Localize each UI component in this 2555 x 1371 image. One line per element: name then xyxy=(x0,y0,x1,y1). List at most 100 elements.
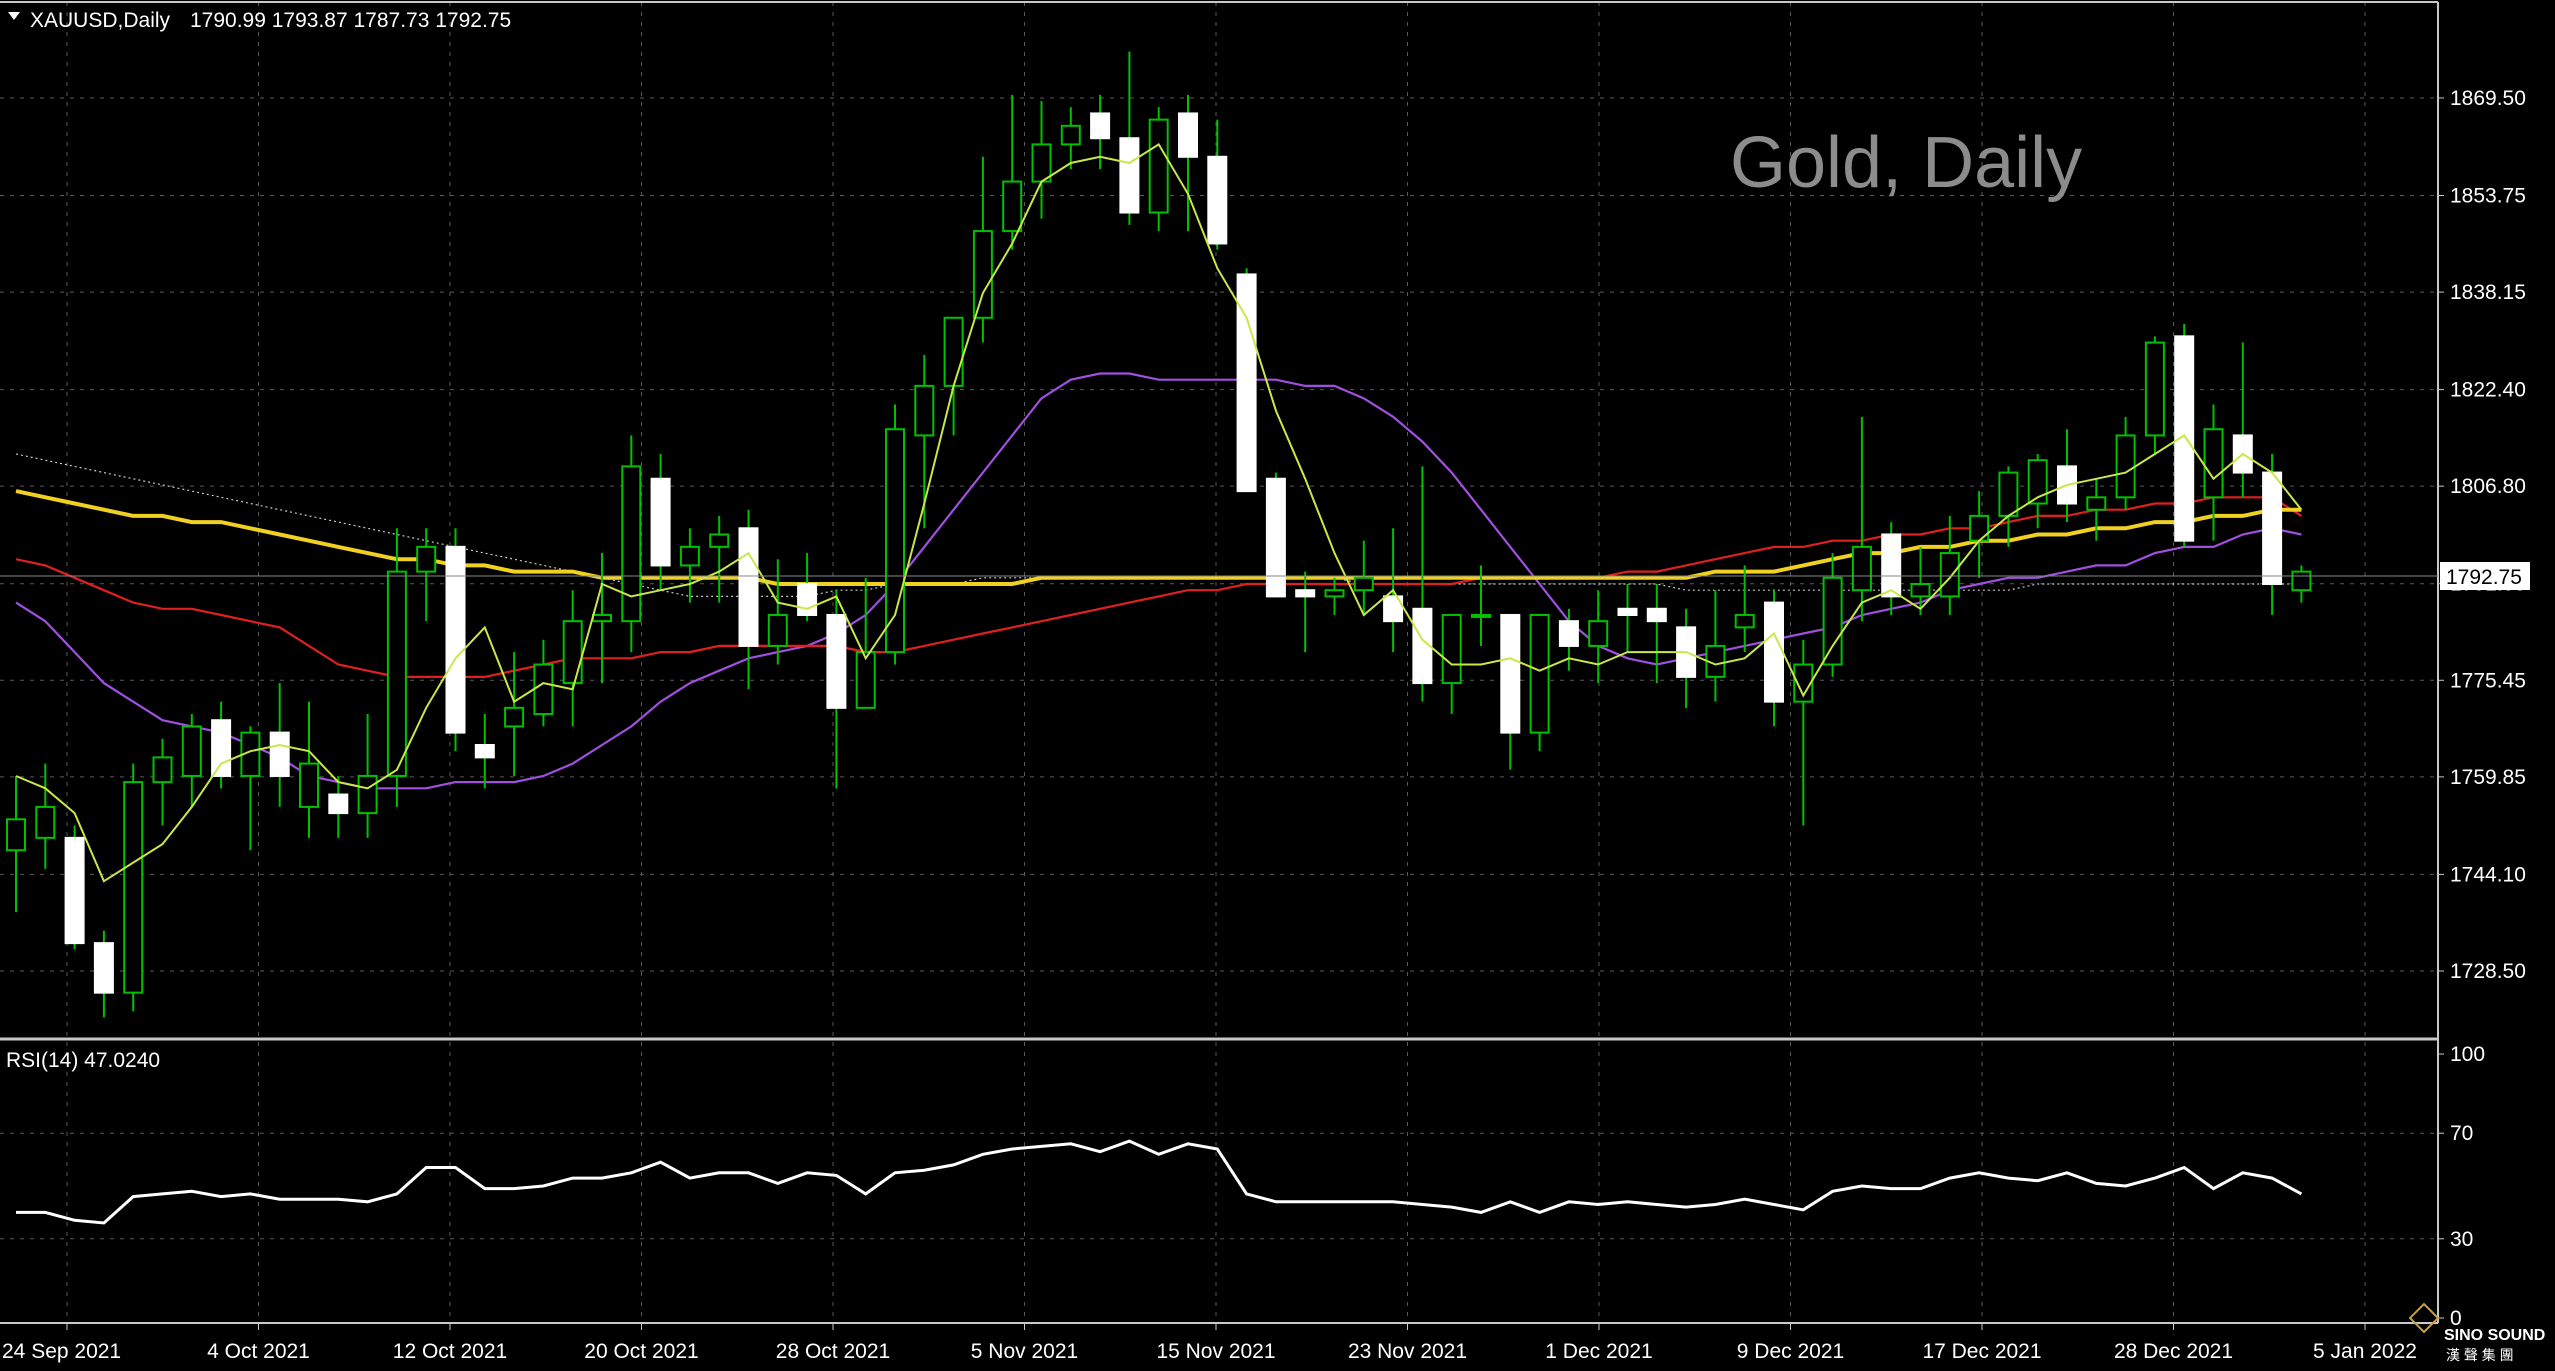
candle-body xyxy=(416,545,437,573)
ma-fast-line xyxy=(15,143,2303,883)
candle-up xyxy=(2115,416,2136,510)
chart-frame xyxy=(0,1,2439,1324)
candle-body xyxy=(93,942,114,994)
price-tick-label: 1775.45 xyxy=(2450,669,2526,692)
sino-sound-logo: SINO SOUND 漢 聲 集 團 xyxy=(2408,1302,2545,1363)
candle-up xyxy=(2144,336,2165,454)
candle-down xyxy=(328,775,349,838)
date-tick-label: 28 Oct 2021 xyxy=(776,1340,890,1363)
candle-down xyxy=(1646,584,1667,684)
candle-body xyxy=(6,818,26,852)
current-price-box xyxy=(2440,562,2530,590)
current-price-marker: 1792.75 xyxy=(2440,562,2530,590)
candle-up xyxy=(1910,546,1931,615)
logo-name: SINO SOUND xyxy=(2444,1327,2545,1344)
candle-down xyxy=(1178,94,1198,232)
candle-body xyxy=(1764,601,1784,703)
date-tick-label: 9 Dec 2021 xyxy=(1737,1340,1844,1363)
candle-up xyxy=(1588,590,1609,684)
date-tick-label: 20 Oct 2021 xyxy=(584,1340,698,1363)
rsi-pane xyxy=(16,1139,2303,1225)
candles xyxy=(6,51,2312,1018)
candle-body xyxy=(474,743,495,759)
rsi-tick-label: 0 xyxy=(2450,1307,2462,1330)
grid xyxy=(0,2,2438,1320)
candle-up xyxy=(240,726,261,851)
candle-down xyxy=(826,590,847,789)
candle-up xyxy=(123,763,144,1012)
candle-up xyxy=(504,652,525,776)
candle-down xyxy=(1881,522,1902,615)
candle-body xyxy=(1881,533,1902,598)
candle-up xyxy=(6,775,26,913)
candle-up xyxy=(1031,101,1052,219)
candle-body xyxy=(885,428,905,654)
candle-up xyxy=(1353,540,1374,615)
candle-up xyxy=(972,156,993,343)
candle-body xyxy=(269,731,290,777)
candle-up xyxy=(1822,553,1843,677)
candle-body xyxy=(592,613,612,623)
candle-body xyxy=(299,762,319,808)
candle-up xyxy=(1529,613,1550,752)
price-tick-label: 1853.75 xyxy=(2450,184,2526,207)
date-tick-label: 5 Jan 2022 xyxy=(2313,1340,2417,1363)
candle-down xyxy=(1119,51,1140,225)
candle-down xyxy=(1295,571,1316,653)
candle-body xyxy=(152,756,173,784)
candle-up xyxy=(1851,416,1872,622)
date-tick-label: 5 Nov 2021 xyxy=(971,1340,1078,1363)
candle-body xyxy=(1822,576,1843,666)
candle-body xyxy=(562,620,583,685)
candle-body xyxy=(211,719,232,777)
candle-body xyxy=(386,570,407,777)
candle-down xyxy=(1265,472,1286,598)
candle-up xyxy=(1793,639,1814,826)
candle-body xyxy=(1119,137,1140,214)
price-tick-label: 1806.80 xyxy=(2450,475,2526,498)
candle-body xyxy=(2027,459,2048,505)
candle-up xyxy=(1471,565,1491,646)
candle-up xyxy=(35,763,56,869)
rsi-line xyxy=(16,1139,2303,1225)
collapse-arrow-icon[interactable] xyxy=(8,12,20,20)
candle-up xyxy=(416,528,437,622)
candle-body xyxy=(504,706,525,728)
rsi-axis[interactable]: 100 70 30 0 xyxy=(2438,1043,2485,1330)
candle-body xyxy=(1910,583,1931,598)
candle-body xyxy=(1793,663,1814,703)
rsi-tick-label: 100 xyxy=(2450,1043,2485,1066)
candle-body xyxy=(2203,428,2224,499)
candle-up xyxy=(914,354,935,529)
candle-down xyxy=(1090,94,1111,170)
candle-body xyxy=(35,805,56,839)
candle-body xyxy=(2174,335,2195,542)
date-tick-label: 4 Oct 2021 xyxy=(207,1340,310,1363)
candle-up xyxy=(152,738,173,826)
candle-down xyxy=(64,825,85,950)
candle-body xyxy=(2115,434,2136,499)
symbol-label: XAUUSD,Daily xyxy=(30,9,171,32)
candle-body xyxy=(1324,589,1345,598)
candle-body xyxy=(1500,613,1521,734)
rsi-label: RSI(14) 47.0240 xyxy=(6,1049,160,1072)
candle-body xyxy=(709,533,730,548)
candle-down xyxy=(1236,268,1257,493)
candle-body xyxy=(1939,552,1960,598)
time-axis[interactable]: 24 Sep 2021 4 Oct 2021 12 Oct 2021 20 Oct 2… xyxy=(2,1323,2417,1363)
candle-body xyxy=(1031,143,1052,183)
candle-body xyxy=(1588,620,1609,647)
candle-up xyxy=(679,528,700,603)
candle-body xyxy=(328,793,349,815)
candle-body xyxy=(1207,155,1228,245)
candle-body xyxy=(679,545,700,567)
candle-body xyxy=(1969,514,1990,542)
price-tick-label: 1744.10 xyxy=(2450,863,2526,886)
date-tick-label: 24 Sep 2021 xyxy=(2,1340,121,1363)
price-tick-label: 1822.40 xyxy=(2450,379,2526,402)
candle-body xyxy=(1295,589,1316,598)
date-tick-label: 12 Oct 2021 xyxy=(393,1340,507,1363)
date-tick-label: 23 Nov 2021 xyxy=(1348,1340,1467,1363)
